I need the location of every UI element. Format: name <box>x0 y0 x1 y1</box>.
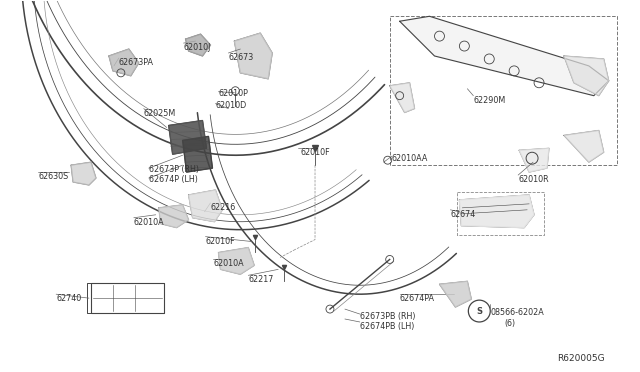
Polygon shape <box>109 49 139 76</box>
Text: 62010R: 62010R <box>518 175 548 184</box>
Polygon shape <box>169 121 207 154</box>
Text: 62674PB (LH): 62674PB (LH) <box>360 322 414 331</box>
Polygon shape <box>186 34 211 56</box>
Text: 62740: 62740 <box>56 294 81 303</box>
Text: 62673PA: 62673PA <box>119 58 154 67</box>
Polygon shape <box>189 190 223 222</box>
Text: 62673: 62673 <box>228 53 253 62</box>
Polygon shape <box>234 33 272 79</box>
Text: 62216: 62216 <box>211 203 236 212</box>
Text: 62674: 62674 <box>451 210 476 219</box>
Text: S: S <box>476 307 483 315</box>
Text: 62010D: 62010D <box>216 101 246 110</box>
Text: 62025M: 62025M <box>144 109 176 118</box>
Polygon shape <box>218 247 254 274</box>
Polygon shape <box>399 16 609 96</box>
Text: 62674PA: 62674PA <box>399 294 435 303</box>
Text: 62674P (LH): 62674P (LH) <box>148 175 198 184</box>
Polygon shape <box>71 162 96 185</box>
Text: 62010A: 62010A <box>134 218 164 227</box>
Text: 62673PB (RH): 62673PB (RH) <box>360 312 415 321</box>
Polygon shape <box>564 56 609 96</box>
Text: 62290M: 62290M <box>474 96 506 105</box>
Text: 62010F: 62010F <box>300 148 330 157</box>
Polygon shape <box>564 131 604 162</box>
Text: 62217: 62217 <box>248 275 274 284</box>
Text: 08566-6202A: 08566-6202A <box>490 308 544 317</box>
Text: 62010P: 62010P <box>218 89 248 98</box>
Polygon shape <box>519 148 549 172</box>
Text: 62630S: 62630S <box>38 172 68 181</box>
Polygon shape <box>460 195 534 228</box>
Text: 62010AA: 62010AA <box>392 154 428 163</box>
Text: 62010J: 62010J <box>184 43 211 52</box>
Polygon shape <box>440 281 471 307</box>
Text: (6): (6) <box>504 319 515 328</box>
Polygon shape <box>390 83 415 113</box>
Polygon shape <box>159 205 189 228</box>
Text: 62010A: 62010A <box>214 259 244 269</box>
Text: R620005G: R620005G <box>557 354 605 363</box>
Polygon shape <box>182 137 212 172</box>
Text: 62010F: 62010F <box>205 237 235 246</box>
Text: 62673P (RH): 62673P (RH) <box>148 165 199 174</box>
